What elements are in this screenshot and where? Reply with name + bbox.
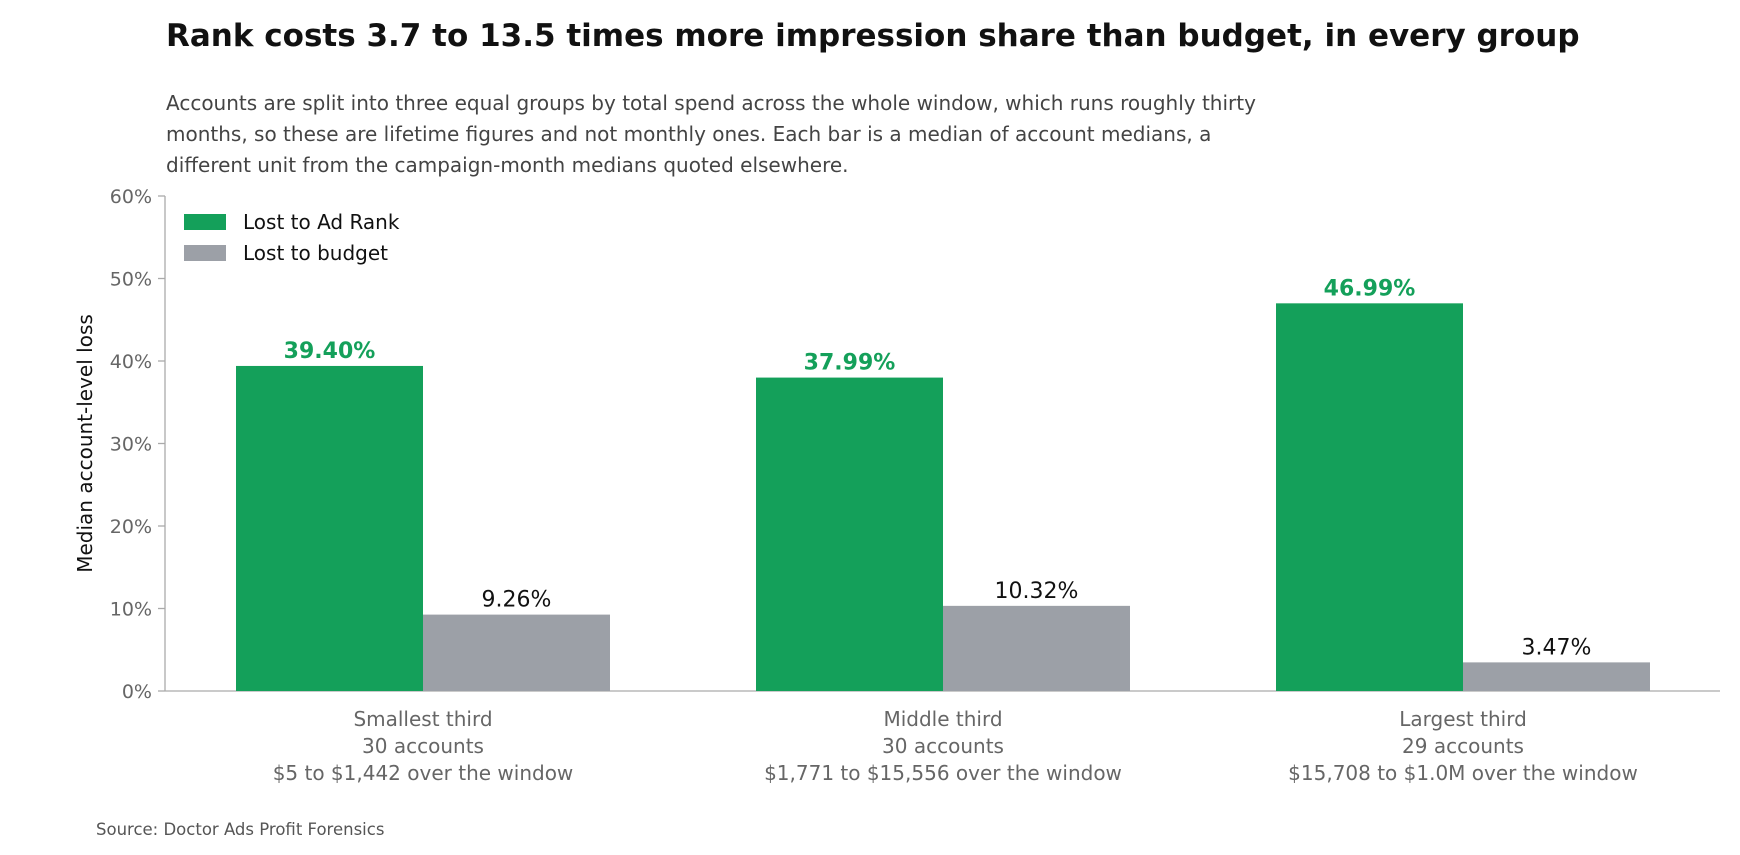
y-tick-label: 10% (110, 599, 152, 621)
y-tick-label: 20% (110, 516, 152, 538)
x-category-label: 29 accounts (1402, 734, 1524, 758)
bar-value-label: 37.99% (804, 351, 896, 376)
bar-value-label: 9.26% (482, 588, 552, 613)
legend-swatch (184, 214, 226, 230)
y-tick-label: 30% (110, 434, 152, 456)
legend-label: Lost to budget (243, 241, 388, 265)
x-category-label: $15,708 to $1.0M over the window (1288, 761, 1638, 785)
x-category-label: 30 accounts (362, 734, 484, 758)
y-tick-label: 40% (110, 351, 152, 373)
x-category-label: $1,771 to $15,556 over the window (764, 761, 1122, 785)
x-category-label: Largest third (1399, 707, 1527, 731)
bar-lost-to-ad-rank (756, 377, 943, 691)
chart-subtitle: Accounts are split into three equal grou… (166, 91, 1256, 177)
x-category-label: 30 accounts (882, 734, 1004, 758)
y-tick-label: 50% (110, 269, 152, 291)
chart-title: Rank costs 3.7 to 13.5 times more impres… (166, 18, 1580, 54)
source-note: Source: Doctor Ads Profit Forensics (96, 820, 385, 839)
legend-label: Lost to Ad Rank (243, 210, 400, 234)
bar-lost-to-budget (1463, 662, 1650, 691)
bar-value-label: 3.47% (1522, 635, 1592, 660)
bar-value-label: 39.40% (284, 339, 376, 364)
bar-lost-to-budget (943, 605, 1130, 691)
bar-value-label: 46.99% (1324, 276, 1416, 301)
legend-swatch (184, 245, 226, 261)
bar-lost-to-ad-rank (236, 365, 423, 691)
x-category-label: $5 to $1,442 over the window (273, 761, 574, 785)
y-tick-label: 60% (110, 186, 152, 208)
y-tick-label: 0% (122, 681, 152, 703)
x-category-label: Smallest third (353, 707, 492, 731)
x-category-label: Middle third (883, 707, 1002, 731)
bar-lost-to-ad-rank (1276, 303, 1463, 691)
y-axis-title: Median account-level loss (73, 314, 97, 573)
bar-value-label: 10.32% (995, 579, 1079, 604)
bar-lost-to-budget (423, 614, 610, 691)
